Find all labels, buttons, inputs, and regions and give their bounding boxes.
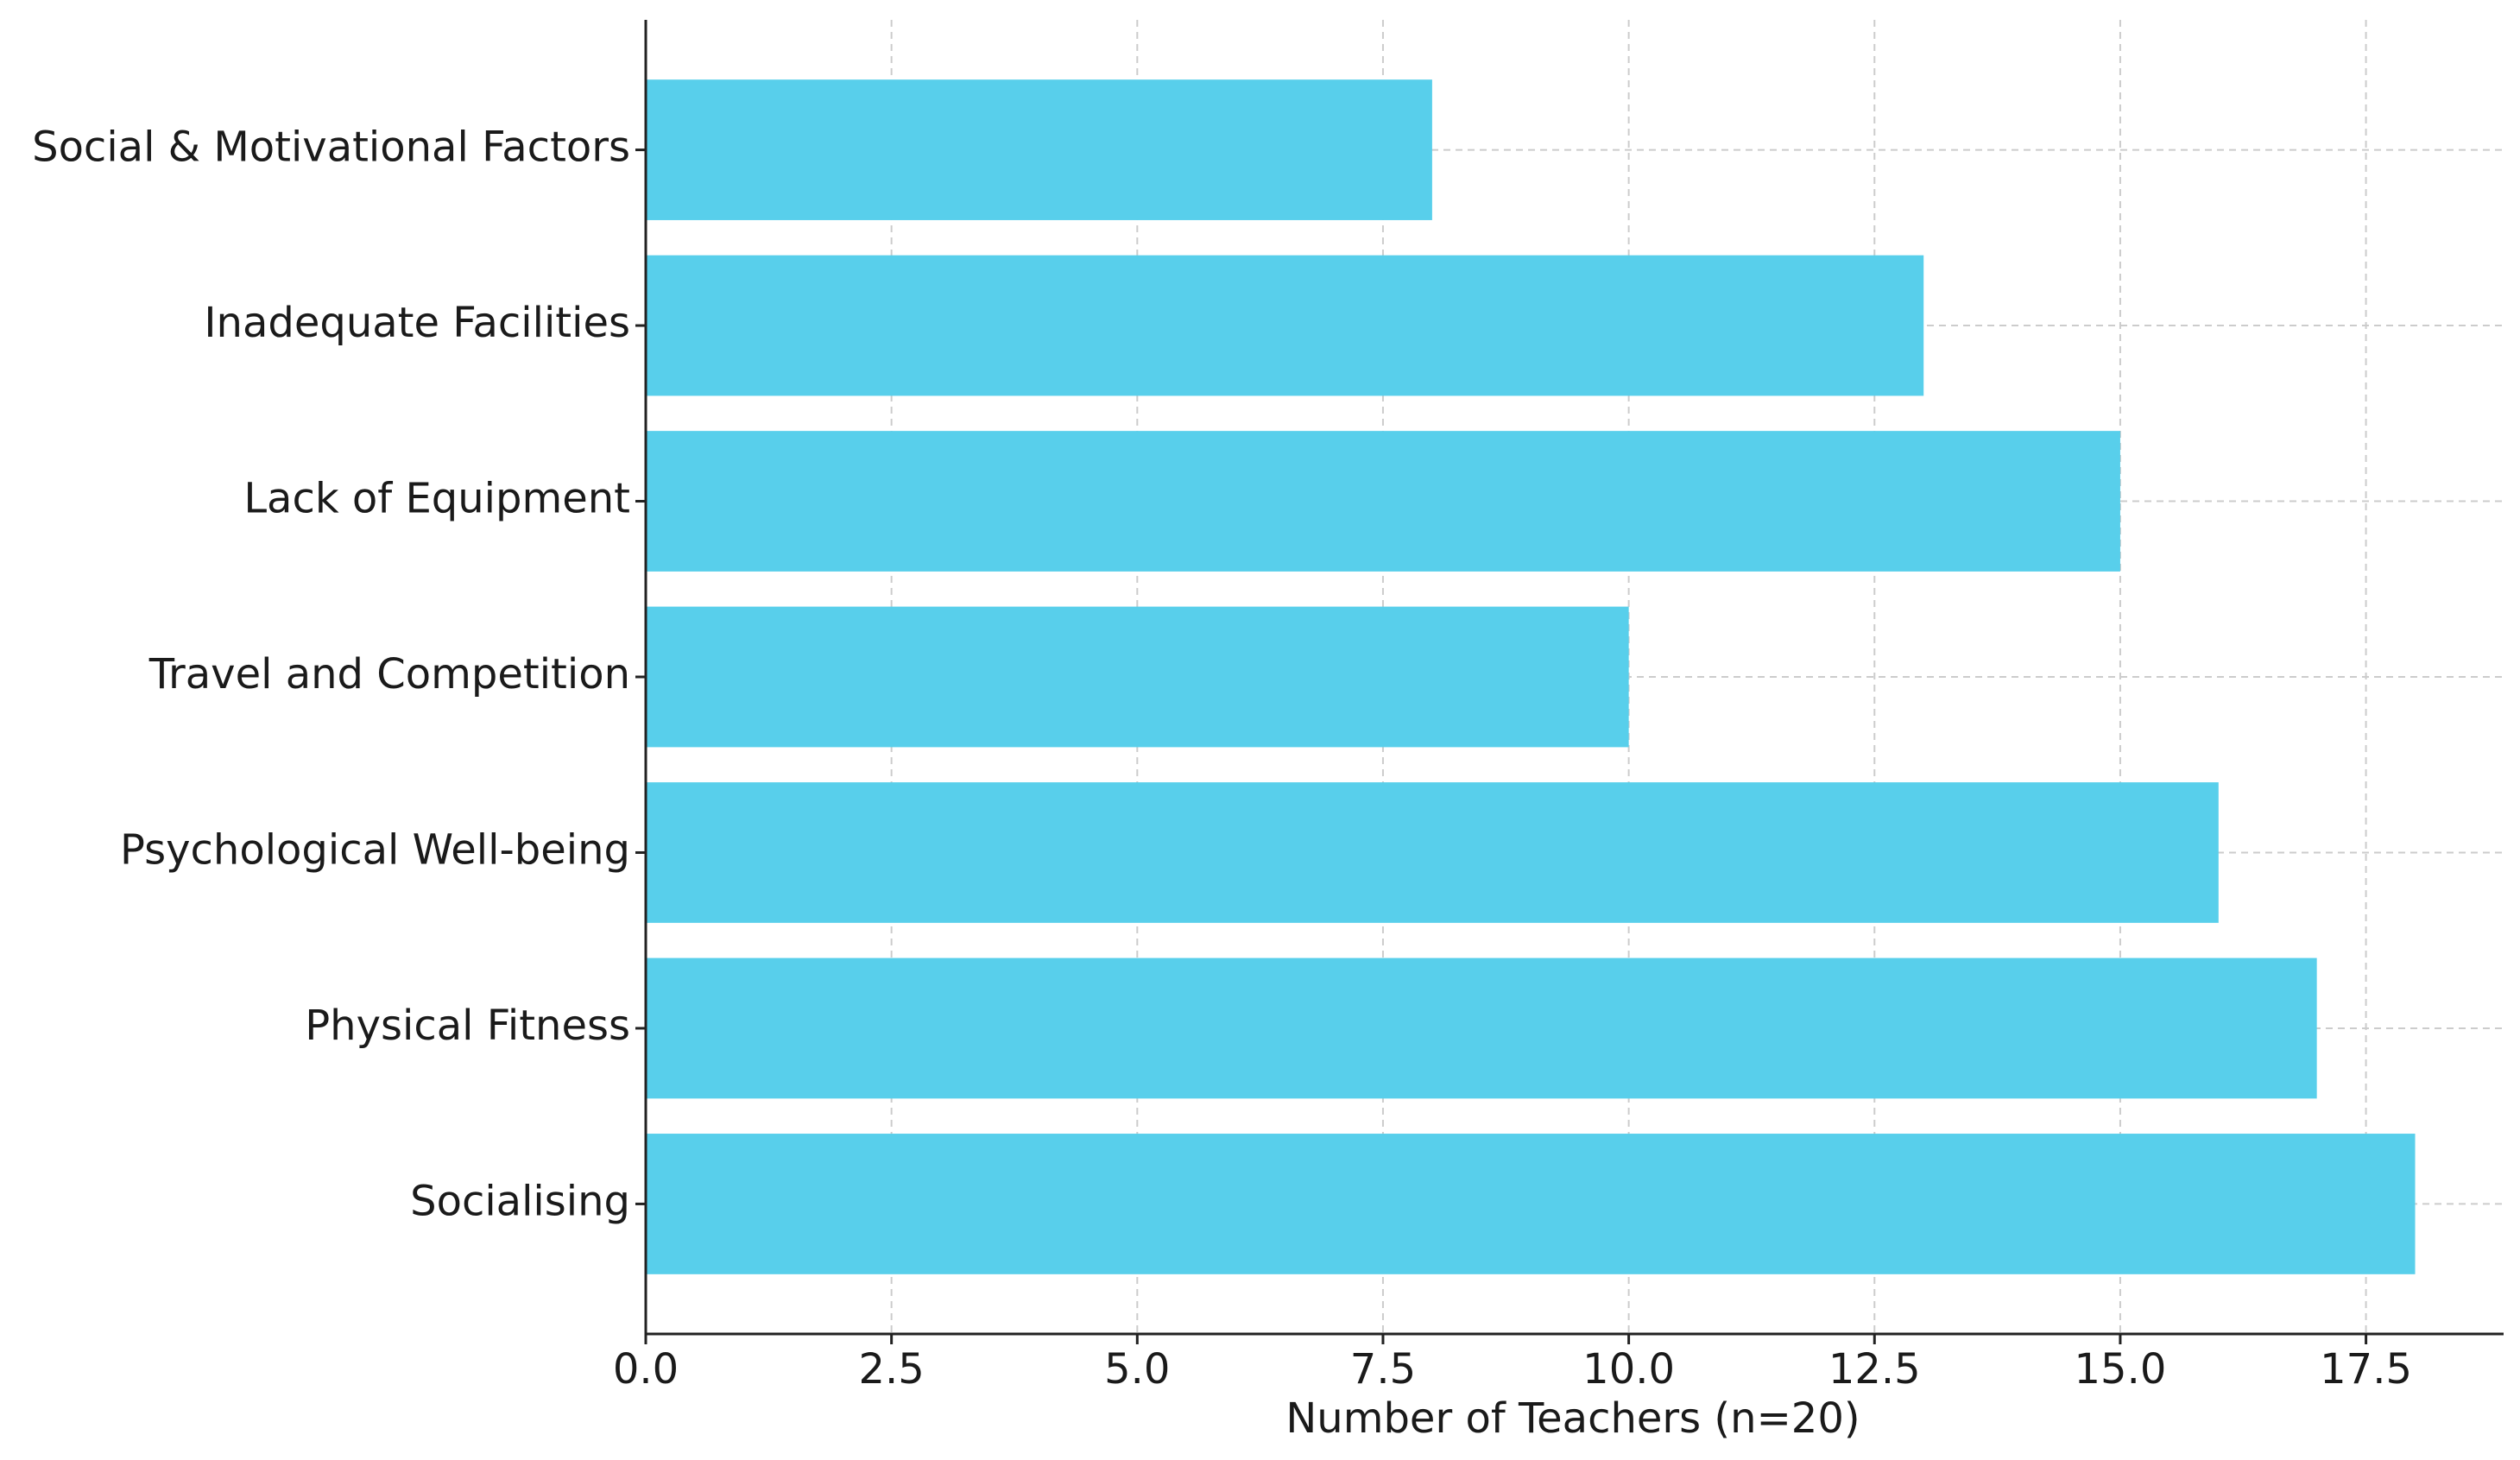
x-tick-label: 12.5 [1828, 1345, 1921, 1394]
y-tick-label: Social & Motivational Factors [32, 123, 630, 172]
bar [646, 255, 1924, 396]
bar [646, 431, 2120, 572]
bar [646, 958, 2317, 1099]
x-tick-label: 7.5 [1350, 1345, 1416, 1394]
x-tick-label: 15.0 [2074, 1345, 2166, 1394]
y-tick-label: Psychological Well-being [120, 825, 630, 874]
bar [646, 79, 1432, 220]
y-tick-label: Physical Fitness [305, 1002, 630, 1050]
x-tick-label: 17.5 [2320, 1345, 2412, 1394]
x-tick-label: 10.0 [1582, 1345, 1675, 1394]
y-tick-label: Travel and Competition [148, 650, 630, 698]
x-tick-label: 0.0 [613, 1345, 679, 1394]
x-tick-label: 5.0 [1104, 1345, 1170, 1394]
y-tick-label: Inadequate Facilities [204, 299, 630, 347]
y-tick-label: Lack of Equipment [243, 475, 630, 523]
y-tick-label: Socialising [410, 1177, 630, 1225]
bar [646, 782, 2219, 923]
bar [646, 1134, 2416, 1274]
x-axis-label: Number of Teachers (n=20) [1285, 1394, 1860, 1443]
x-tick-label: 2.5 [858, 1345, 924, 1394]
bar [646, 606, 1629, 748]
